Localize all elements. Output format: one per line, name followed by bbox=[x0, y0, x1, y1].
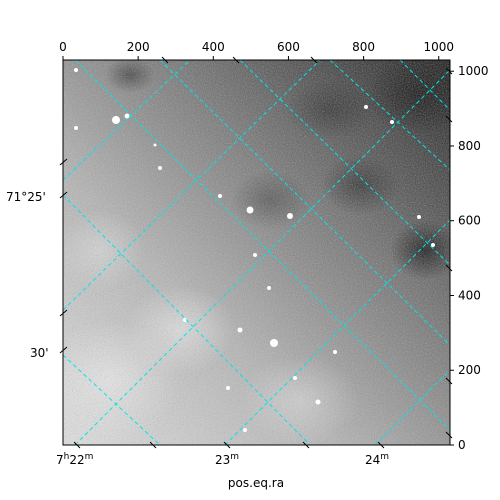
star-source bbox=[74, 68, 78, 72]
star-source bbox=[124, 113, 130, 119]
wcs-grid bbox=[63, 60, 450, 445]
right-pixel-tick-label: 1000 bbox=[458, 64, 489, 78]
ra-tick-label-22: 7h22m bbox=[56, 452, 93, 467]
ra-tick-label-23: 23m bbox=[215, 452, 239, 467]
star-source bbox=[270, 339, 278, 347]
wcs-grid-line bbox=[63, 194, 311, 445]
star-source bbox=[74, 126, 78, 130]
star-source bbox=[183, 318, 187, 322]
right-pixel-tick-label: 600 bbox=[458, 214, 481, 228]
wcs-grid-line bbox=[374, 369, 450, 445]
wcs-grid-line bbox=[74, 69, 450, 445]
star-source bbox=[218, 194, 222, 198]
stars bbox=[74, 68, 435, 432]
ra-tick-label-24: 24m bbox=[365, 452, 389, 467]
right-pixel-tick-label: 0 bbox=[458, 438, 466, 452]
plot-frame bbox=[62, 59, 451, 446]
wcs-tick-marks bbox=[59, 56, 453, 449]
star-source bbox=[293, 376, 297, 380]
star-source bbox=[417, 215, 421, 219]
star-source bbox=[431, 243, 435, 247]
wcs-grid-line bbox=[63, 60, 191, 181]
star-source bbox=[158, 166, 162, 170]
star-source bbox=[153, 143, 157, 147]
star-source bbox=[112, 116, 120, 124]
right-pixel-tick-label: 800 bbox=[458, 139, 481, 153]
top-pixel-tick-label: 1000 bbox=[423, 40, 454, 54]
pixel-ticks: 0 200 400 600 800 1000 0 200 400 600 800 1000 bbox=[59, 40, 488, 452]
right-pixel-tick-label: 200 bbox=[458, 363, 481, 377]
top-pixel-tick-label: 600 bbox=[277, 40, 300, 54]
top-pixel-tick-label: 800 bbox=[352, 40, 375, 54]
star-source bbox=[287, 213, 293, 219]
star-source bbox=[253, 253, 257, 257]
wcs-grid-line bbox=[329, 60, 450, 171]
dec-tick-label-25: 71°25' bbox=[6, 190, 46, 204]
star-source bbox=[226, 386, 230, 390]
wcs-grid-line bbox=[63, 354, 161, 445]
x-axis-label: pos.eq.ra bbox=[228, 476, 284, 490]
star-source bbox=[333, 350, 337, 354]
right-pixel-tick-label: 400 bbox=[458, 288, 481, 302]
image-area bbox=[63, 60, 450, 445]
dec-tick-label-30: 30' bbox=[30, 346, 49, 360]
star-source bbox=[390, 120, 394, 124]
wcs-grid-line bbox=[63, 60, 321, 311]
star-source bbox=[246, 206, 254, 214]
noise-texture bbox=[63, 60, 450, 445]
star-source bbox=[364, 105, 368, 109]
wcs-grid-line bbox=[399, 60, 450, 111]
wcs-grid-line bbox=[159, 60, 450, 346]
star-source bbox=[243, 428, 247, 432]
top-pixel-tick-label: 0 bbox=[59, 40, 67, 54]
wcs-grid-line bbox=[74, 60, 450, 431]
star-source bbox=[267, 286, 271, 290]
star-source bbox=[315, 399, 321, 405]
star-source bbox=[237, 327, 243, 333]
top-pixel-tick-label: 400 bbox=[202, 40, 225, 54]
top-pixel-tick-label: 200 bbox=[127, 40, 150, 54]
